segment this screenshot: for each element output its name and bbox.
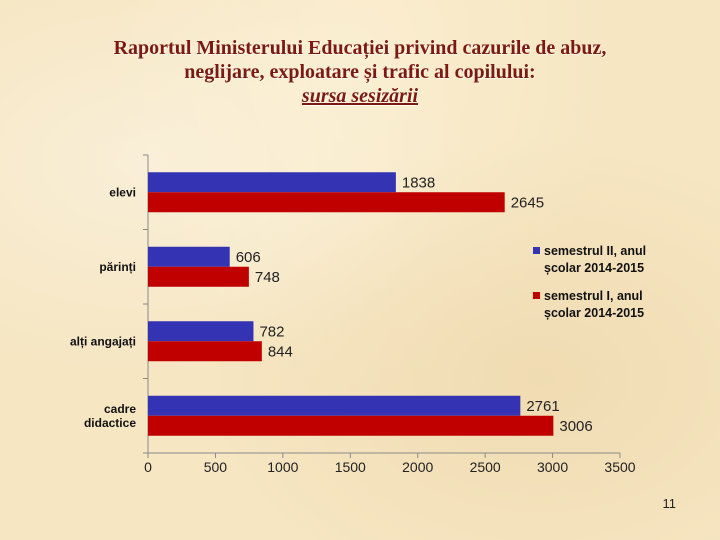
title-line-3: sursa sesizării [301, 85, 419, 107]
x-tick-label: 0 [144, 459, 152, 475]
legend-label: școlar 2014-2015 [544, 261, 644, 275]
x-tick-label: 2500 [470, 459, 501, 475]
category-label: elevi [109, 185, 136, 199]
legend-swatch [533, 247, 540, 254]
category-label: cadre [104, 402, 136, 416]
bar-semestrul-i [148, 415, 554, 436]
x-tick-label: 500 [204, 459, 228, 475]
data-label: 2645 [511, 194, 544, 211]
bar-semestrul-i [148, 341, 262, 362]
category-label: părinți [99, 260, 136, 274]
legend-label: semestrul I, anul [544, 289, 643, 303]
data-label: 2761 [526, 398, 559, 415]
legend-swatch [533, 292, 540, 299]
data-label: 782 [259, 323, 284, 340]
slide-title: Raportul Ministerului Educației privind … [20, 36, 700, 108]
x-tick-label: 1500 [335, 459, 366, 475]
legend-label: școlar 2014-2015 [544, 306, 644, 320]
legend-label: semestrul II, anul [544, 244, 646, 258]
data-label: 748 [255, 269, 280, 286]
x-tick-label: 1000 [267, 459, 298, 475]
x-tick-label: 3500 [604, 459, 635, 475]
title-line-1: Raportul Ministerului Educației privind … [113, 37, 607, 59]
x-tick-label: 3000 [537, 459, 568, 475]
category-label: alți angajați [70, 334, 136, 348]
bar-semestrul-ii [148, 395, 521, 416]
category-label: didactice [84, 416, 136, 430]
bar-semestrul-i [148, 192, 505, 213]
x-tick-label: 2000 [402, 459, 433, 475]
data-label: 3006 [559, 418, 592, 435]
data-label: 844 [268, 343, 293, 360]
data-label: 606 [236, 249, 261, 266]
bar-semestrul-ii [148, 172, 396, 193]
bar-semestrul-ii [148, 321, 254, 342]
bar-semestrul-ii [148, 246, 230, 267]
data-label: 1838 [402, 174, 435, 191]
page-number: 11 [662, 496, 677, 511]
title-line-2: neglijare, exploatare și trafic al copil… [184, 61, 536, 83]
bar-semestrul-i [148, 266, 249, 287]
